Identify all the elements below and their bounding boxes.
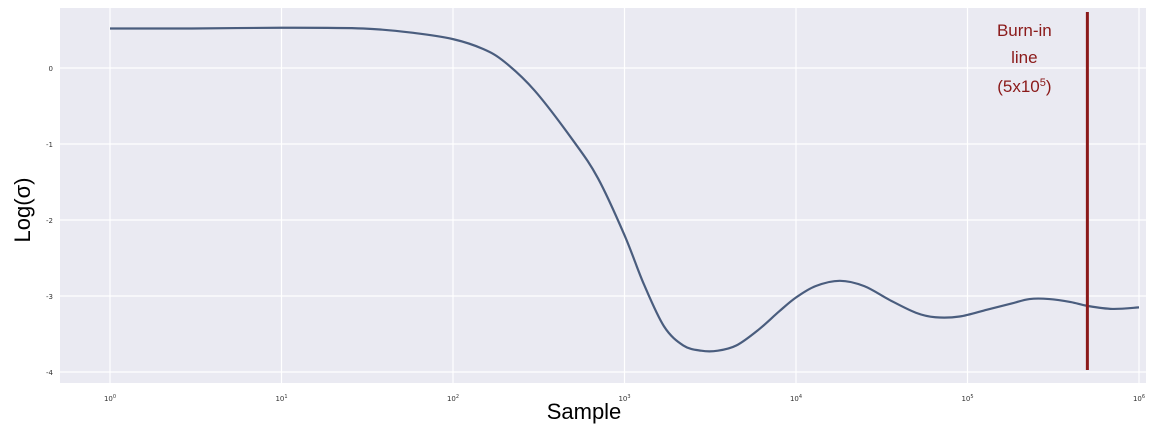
y-tick-label: 0 [49,65,53,73]
x-tick-label: 106 [1133,394,1145,403]
x-tick-label: 105 [961,394,973,403]
series-line [109,26,1140,353]
x-tick-label: 104 [790,394,802,403]
burn-in-formula-suffix: ) [1046,77,1052,96]
grid [60,8,1146,383]
y-tick-label: -4 [46,369,54,377]
y-tick-label: -3 [46,293,53,301]
burn-in-label-line: line [1011,48,1037,67]
x-tick-label: 101 [275,394,287,403]
burn-in-formula-exponent: 5 [1040,77,1046,89]
x-tick-labels: 100 101 102 103 104 105 106 [104,394,1145,403]
burn-in-formula-prefix: (5x10 [997,77,1040,96]
burn-in-label-line: Burn-in [997,21,1052,40]
y-tick-label: -2 [46,217,53,225]
y-axis-label: Log(σ) [10,178,35,243]
plot-area [60,8,1146,383]
x-tick-label: 100 [104,394,116,403]
burn-in-label: Burn-in line (5x105) [997,21,1052,96]
x-tick-label: 103 [618,394,630,403]
x-tick-label: 102 [447,394,459,403]
y-tick-label: -1 [46,141,53,149]
burn-in-label-formula: (5x105) [997,77,1051,96]
y-tick-labels: 0 -1 -2 -3 -4 [46,65,54,377]
x-axis-label: Sample [547,399,622,424]
